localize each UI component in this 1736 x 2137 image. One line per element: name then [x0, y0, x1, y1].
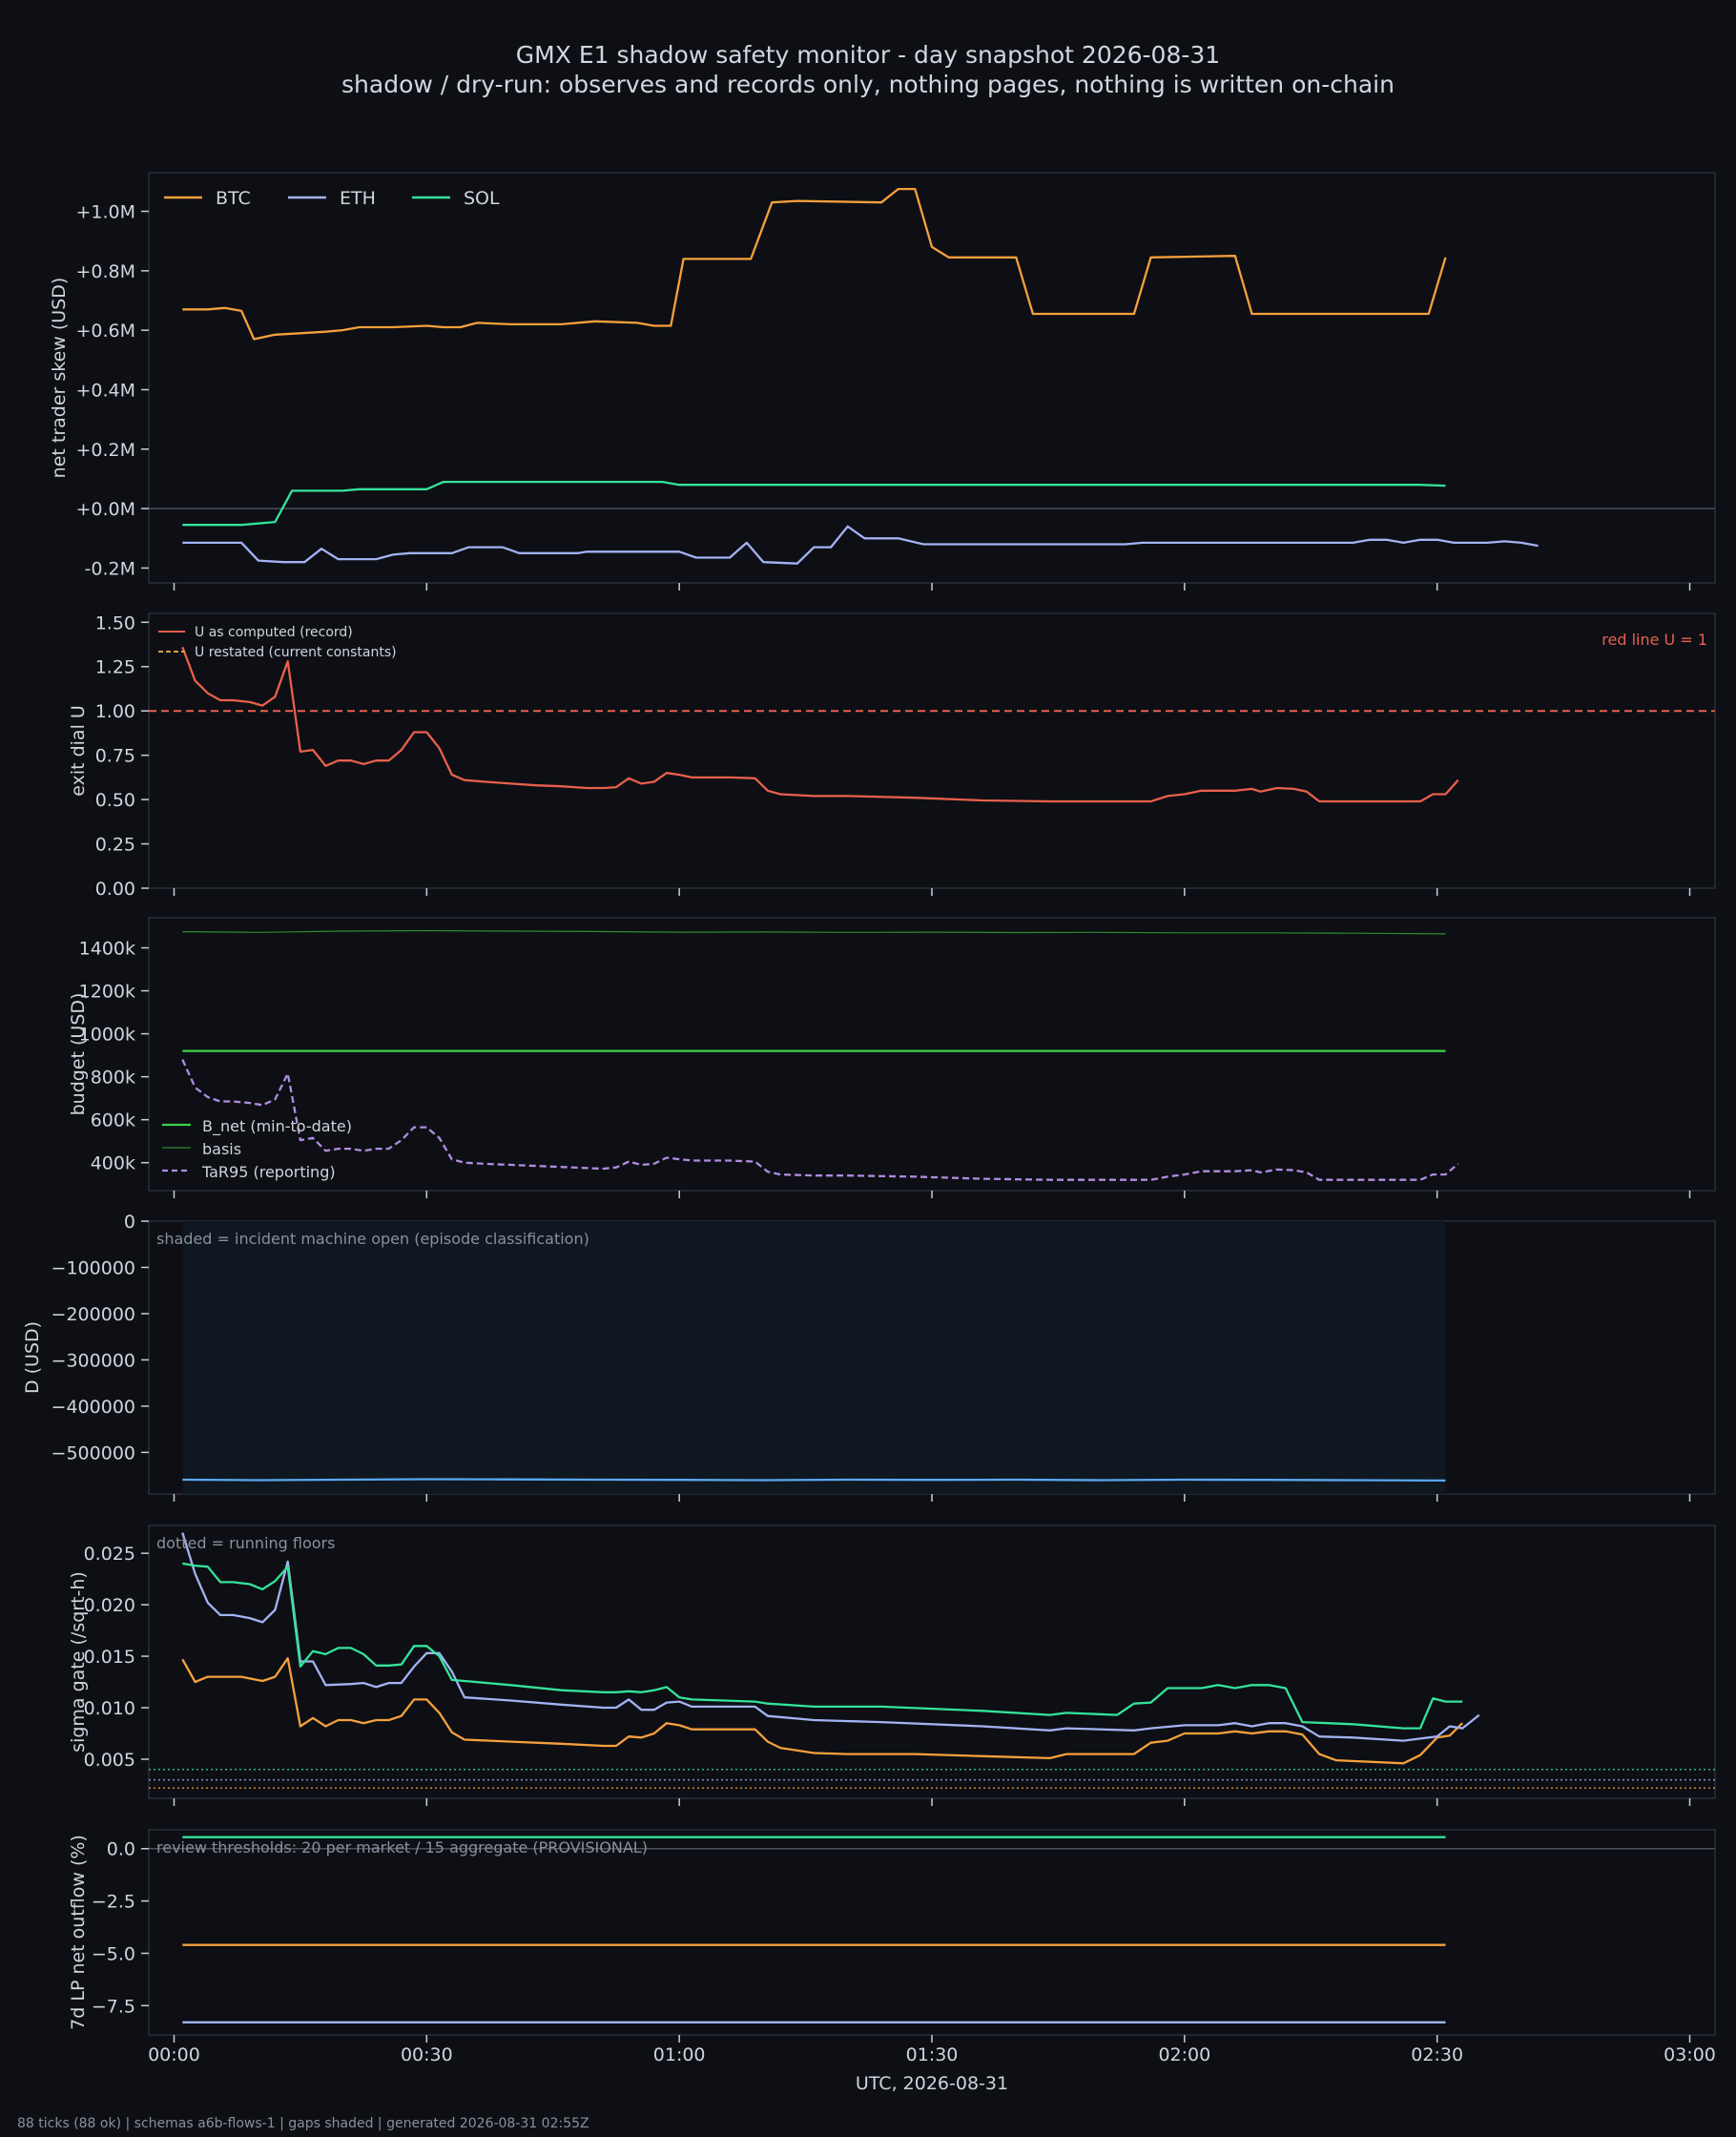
- y-tick-label: 0.75: [95, 746, 135, 767]
- footer-text: 88 ticks (88 ok) | schemas a6b-flows-1 |…: [17, 2116, 589, 2131]
- panel-frame: [148, 172, 1716, 584]
- y-tick-label: 1.25: [95, 657, 135, 678]
- y-tick-label: 800k: [91, 1068, 135, 1089]
- y-tick-label: 0.50: [95, 790, 135, 811]
- legend-label: SOL: [464, 188, 500, 209]
- x-axis-label: UTC, 2026-08-31: [856, 2073, 1008, 2094]
- y-axis-label: 7d LP net outflow (%): [68, 1835, 89, 2030]
- series-line-btc: [182, 187, 1447, 341]
- y-tick-label: 1200k: [79, 982, 135, 1003]
- legend-label: TaR95 (reporting): [201, 1163, 336, 1181]
- annotation-text: review thresholds: 20 per market / 15 ag…: [156, 1838, 648, 1857]
- y-tick-label: 400k: [91, 1153, 135, 1174]
- series-line-d: [182, 1478, 1446, 1483]
- series-line-u-as-computed-record-: [181, 646, 1459, 803]
- figure-title: GMX E1 shadow safety monitor - day snaps…: [516, 41, 1220, 69]
- y-axis-label: exit dial U: [68, 705, 89, 797]
- y-tick-label: −300000: [52, 1350, 135, 1371]
- x-axis: 00:00 00:30 01:00 01:30 02:00 02:30 03:00: [148, 2044, 1716, 2065]
- series-line-basis: [182, 929, 1446, 935]
- shaded-region: [182, 1221, 1446, 1494]
- panel-drawdown: −500000 −400000 −300000 −200000 −100000 0 D (U…: [22, 1212, 1716, 1502]
- y-tick-label: −200000: [52, 1304, 135, 1325]
- y-tick-label: -0.2M: [85, 558, 135, 579]
- x-tick-label: 02:00: [1158, 2044, 1210, 2065]
- y-tick-label: +0.4M: [75, 380, 135, 401]
- legend-label: U as computed (record): [195, 625, 353, 640]
- legend-label: B_net (min-to-date): [202, 1117, 352, 1136]
- series-line-sol: [182, 480, 1446, 527]
- y-tick-label: 1000k: [79, 1025, 135, 1046]
- y-tick-label: −5.0: [92, 1943, 135, 1964]
- y-tick-label: +0.0M: [75, 499, 135, 520]
- legend-label: BTC: [216, 188, 251, 209]
- y-axis-label: D (USD): [22, 1321, 43, 1394]
- panel-skew: -0.2M +0.0M +0.2M +0.4M +0.6M +0.8M +1.0M net t…: [49, 172, 1716, 591]
- legend-label: ETH: [340, 188, 376, 209]
- y-tick-label: 1.50: [95, 612, 135, 633]
- y-axis-label: sigma gate (/sqrt-h): [68, 1571, 89, 1753]
- annotation-text: shaded = incident machine open (episode …: [156, 1230, 589, 1248]
- panel-frame: [148, 612, 1716, 889]
- y-tick-label: −400000: [52, 1397, 135, 1418]
- y-tick-label: 0.25: [95, 835, 135, 856]
- figure-subtitle: shadow / dry-run: observes and records o…: [341, 71, 1395, 98]
- x-tick-label: 01:00: [653, 2044, 706, 2065]
- panel-outflow: −7.5 −5.0 −2.5 0.0 7d LP net outflow (%) revi…: [68, 1829, 1716, 2043]
- y-tick-label: 0.00: [95, 879, 135, 900]
- y-tick-label: 0.005: [84, 1750, 135, 1771]
- y-tick-label: +0.8M: [75, 261, 135, 282]
- annotation-red-line: red line U = 1: [1602, 631, 1707, 649]
- y-tick-label: 1400k: [79, 939, 135, 960]
- panel-exit: 0.00 0.25 0.50 0.75 1.00 1.25 1.50 exit dial U r…: [68, 612, 1716, 900]
- y-tick-label: 0.020: [84, 1595, 135, 1616]
- x-tick-label: 01:30: [906, 2044, 959, 2065]
- y-axis-label: budget (USD): [68, 993, 89, 1116]
- y-tick-label: −500000: [52, 1442, 135, 1463]
- y-tick-label: 0.015: [84, 1647, 135, 1668]
- panels: -0.2M +0.0M +0.2M +0.4M +0.6M +0.8M +1.0M net t…: [22, 172, 1716, 2043]
- panel-frame: [148, 917, 1716, 1192]
- legend-label: basis: [202, 1140, 241, 1158]
- y-tick-label: +1.0M: [75, 202, 135, 223]
- y-axis-label: net trader skew (USD): [49, 278, 70, 479]
- y-tick-label: +0.6M: [75, 321, 135, 342]
- y-tick-label: 0.0: [107, 1839, 135, 1860]
- panel-sigma: 0.005 0.010 0.015 0.020 0.025 sigma gate (/sq…: [68, 1525, 1716, 1806]
- y-tick-label: 0.010: [84, 1698, 135, 1719]
- panel-frame: [148, 1525, 1716, 1799]
- x-tick-label: 00:00: [148, 2044, 200, 2065]
- y-tick-label: −2.5: [92, 1892, 135, 1913]
- x-tick-label: 02:30: [1411, 2044, 1463, 2065]
- y-tick-label: 0: [124, 1212, 135, 1233]
- x-tick-label: 00:30: [401, 2044, 453, 2065]
- series-line-eth: [182, 525, 1539, 565]
- series-line-btc: [181, 1657, 1464, 1765]
- y-tick-label: +0.2M: [75, 440, 135, 461]
- panel-budget: 400k 600k 800k 1000k 1200k 1400k budget (USD) B…: [68, 917, 1716, 1198]
- series-line-eth: [181, 1532, 1480, 1742]
- y-tick-label: 600k: [91, 1110, 135, 1131]
- series-line-tar95-reporting-: [181, 1059, 1459, 1181]
- y-tick-label: 1.00: [95, 701, 135, 722]
- series-line-sol: [182, 1562, 1463, 1730]
- y-tick-label: −7.5: [92, 1996, 135, 2017]
- panel-frame: [148, 1829, 1716, 2036]
- y-tick-label: 0.025: [84, 1544, 135, 1565]
- legend-label: U restated (current constants): [195, 645, 397, 660]
- x-tick-label: 03:00: [1664, 2044, 1716, 2065]
- y-tick-label: −100000: [52, 1257, 135, 1278]
- annotation-text: dotted = running floors: [156, 1534, 335, 1552]
